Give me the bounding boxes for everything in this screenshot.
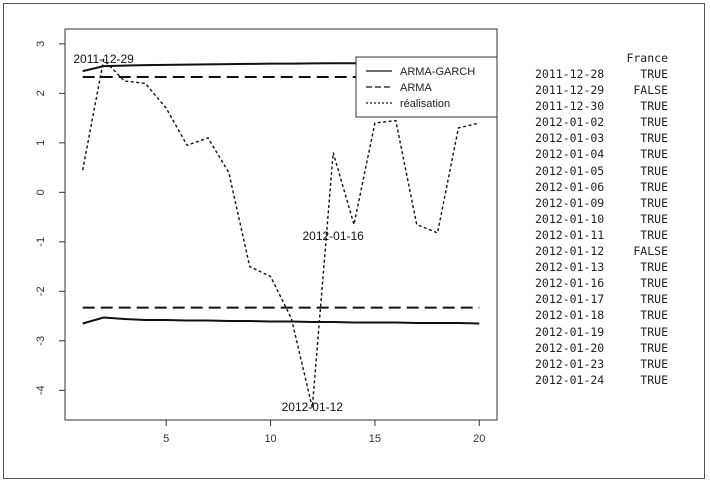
annotation-2: 2012-01-16	[302, 229, 364, 243]
table-row: 2012-01-03 TRUE	[535, 130, 668, 146]
table-row: 2012-01-02 TRUE	[535, 114, 668, 130]
row-date: 2012-01-09	[535, 195, 605, 210]
row-value: TRUE	[640, 292, 668, 307]
table-row: 2012-01-20 TRUE	[535, 340, 668, 356]
table-row: 2012-01-18 TRUE	[535, 307, 668, 323]
row-value: FALSE	[633, 83, 668, 98]
annotation-1: 2011-12-29	[73, 52, 134, 66]
row-date: 2012-01-04	[535, 147, 605, 162]
row-value: TRUE	[640, 260, 668, 275]
row-value: TRUE	[640, 372, 668, 387]
row-value: TRUE	[640, 308, 668, 323]
legend: ARMA-GARCH ARMA réalisation	[355, 56, 498, 118]
row-value: TRUE	[640, 163, 668, 178]
row-date: 2012-01-16	[535, 276, 605, 291]
table-row: 2012-01-04 TRUE	[535, 146, 668, 162]
y-tick-label-1: 1	[35, 140, 47, 146]
exceedance-table: France 2011-12-28 TRUE 2011-12-29 FALSE 2011…	[535, 50, 668, 388]
legend-label-3: réalisation	[400, 98, 450, 110]
y-tick-label-0: 0	[35, 189, 47, 195]
row-value: TRUE	[640, 227, 668, 242]
legend-label-2: ARMA	[400, 82, 432, 94]
row-date: 2012-01-19	[535, 324, 605, 339]
row-date: 2012-01-17	[535, 292, 605, 307]
y-tick-label-2: 2	[35, 90, 47, 96]
table-row: 2012-01-06 TRUE	[535, 179, 668, 195]
row-date: 2012-01-03	[535, 131, 605, 146]
x-tick-label-10: 10	[264, 433, 276, 445]
table-row: 2012-01-23 TRUE	[535, 356, 668, 372]
row-date: 2012-01-12	[535, 244, 605, 259]
row-value: TRUE	[640, 147, 668, 162]
row-date: 2012-01-20	[535, 340, 605, 355]
y-tick-label-3: 3	[35, 41, 47, 47]
row-date: 2012-01-06	[535, 179, 605, 194]
table-row: 2011-12-30 TRUE	[535, 98, 668, 114]
legend-label-1: ARMA-GARCH	[400, 66, 475, 78]
y-tick-label--1: -1	[35, 237, 47, 247]
plot-box	[64, 28, 498, 421]
row-value: TRUE	[640, 67, 668, 81]
table-body: 2011-12-28 TRUE 2011-12-29 FALSE 2011-12-30 T…	[535, 66, 668, 388]
row-value: TRUE	[640, 195, 668, 210]
table-row: 2012-01-13 TRUE	[535, 259, 668, 275]
table-row: 2012-01-09 TRUE	[535, 195, 668, 211]
series-1-line-lower	[82, 316, 480, 325]
row-value: TRUE	[640, 340, 668, 355]
row-date: 2011-12-29	[535, 83, 605, 98]
row-date: 2012-01-13	[535, 260, 605, 275]
row-date: 2012-01-05	[535, 163, 605, 178]
row-date: 2012-01-23	[535, 356, 605, 371]
row-date: 2012-01-24	[535, 372, 605, 387]
table-row: 2012-01-16 TRUE	[535, 275, 668, 291]
annotation-3: 2012-01-12	[282, 400, 344, 414]
table-row: 2012-01-12 FALSE	[535, 243, 668, 259]
table-row: 2011-12-28 TRUE	[535, 66, 668, 82]
row-value: TRUE	[640, 179, 668, 194]
row-value: TRUE	[640, 356, 668, 371]
row-value: TRUE	[640, 115, 668, 130]
row-value: TRUE	[640, 211, 668, 226]
row-value: TRUE	[640, 276, 668, 291]
table-row: 2011-12-29 FALSE	[535, 82, 668, 98]
x-tick-label-15: 15	[369, 433, 381, 445]
table-header: France	[626, 51, 668, 65]
y-tick-label--4: -4	[35, 385, 47, 395]
x-tick-label-20: 20	[473, 433, 485, 445]
row-value: TRUE	[640, 99, 668, 114]
row-date: 2012-01-11	[535, 227, 605, 242]
row-value: TRUE	[640, 131, 668, 146]
table-row: 2012-01-17 TRUE	[535, 291, 668, 307]
table-row: 2012-01-24 TRUE	[535, 372, 668, 388]
table-row: 2012-01-05 TRUE	[535, 163, 668, 179]
table-row: 2012-01-10 TRUE	[535, 211, 668, 227]
row-date: 2011-12-30	[535, 99, 605, 114]
row-date: 2012-01-18	[535, 308, 605, 323]
x-tick-label-5: 5	[163, 433, 169, 445]
row-date: 2012-01-10	[535, 211, 605, 226]
table-row: 2012-01-19 TRUE	[535, 324, 668, 340]
row-date: 2012-01-02	[535, 115, 605, 130]
y-tick-label--3: -3	[35, 336, 47, 346]
figure-frame	[3, 3, 705, 479]
series-3-line-values	[82, 58, 480, 408]
row-value: FALSE	[633, 244, 668, 259]
table-row: 2012-01-11 TRUE	[535, 227, 668, 243]
row-value: TRUE	[640, 324, 668, 339]
y-tick-label--2: -2	[35, 286, 47, 296]
row-date: 2011-12-28	[535, 67, 605, 81]
